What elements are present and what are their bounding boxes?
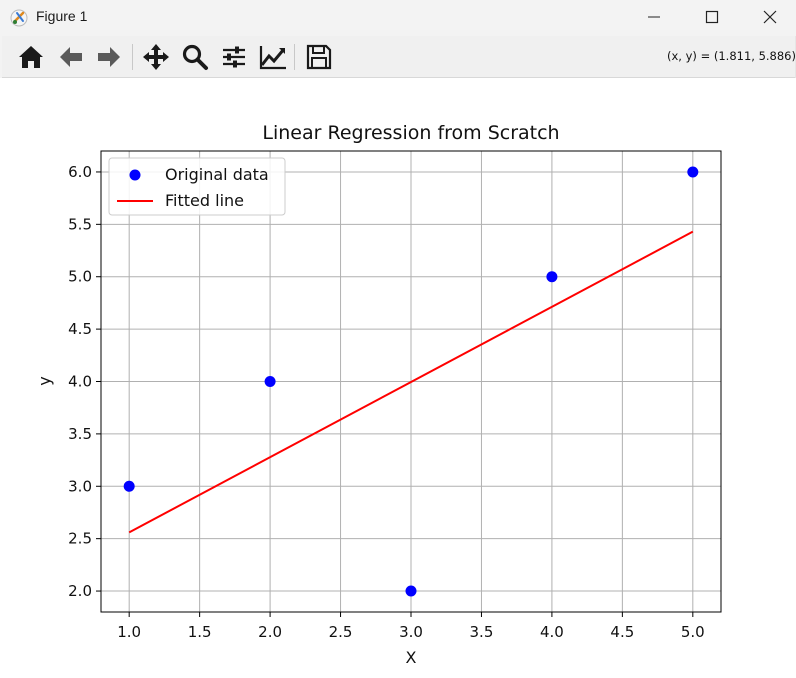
save-button[interactable] <box>302 42 336 72</box>
x-tick-label: 3.5 <box>470 623 494 641</box>
subplots-button[interactable] <box>217 42 251 72</box>
back-arrow-icon <box>60 47 82 67</box>
zoom-icon <box>182 44 208 70</box>
home-icon <box>19 46 43 68</box>
forward-arrow-icon <box>98 47 120 67</box>
toolbar-separator <box>132 44 133 70</box>
chart-title: Linear Regression from Scratch <box>262 122 559 144</box>
legend: Original data Fitted line <box>108 157 286 216</box>
y-tick-label: 3.0 <box>68 477 92 495</box>
edit-axis-icon <box>259 46 286 70</box>
title-bar: Figure 1 <box>0 0 796 36</box>
zoom-button[interactable] <box>178 42 212 72</box>
axis-ticks: 1.0 1.5 2.0 2.5 3.0 3.5 4.0 4.5 5.0 2.0 2.5 3.0 3.5 4… <box>68 163 705 641</box>
y-tick-label: 2.5 <box>68 530 92 548</box>
y-tick-label: 4.5 <box>68 320 92 338</box>
y-tick-label: 5.0 <box>68 268 92 286</box>
maximize-button[interactable] <box>683 0 741 34</box>
app-icon <box>10 9 28 27</box>
data-point <box>405 585 417 597</box>
y-tick-label: 4.0 <box>68 373 92 391</box>
save-icon <box>306 44 332 70</box>
axes-frame <box>100 150 722 613</box>
x-tick-label: 1.0 <box>117 623 141 641</box>
x-tick-label: 2.5 <box>329 623 353 641</box>
y-axis-label: y <box>35 376 54 385</box>
minimize-icon <box>648 16 660 18</box>
x-tick-label: 4.5 <box>610 623 634 641</box>
maximize-icon <box>705 10 719 24</box>
x-tick-label: 3.0 <box>399 623 423 641</box>
close-button[interactable] <box>741 0 796 34</box>
close-icon <box>763 10 777 24</box>
chart: Linear Regression from Scratch X y 1.0 1.… <box>35 122 722 667</box>
edit-axis-button[interactable] <box>256 42 290 72</box>
x-tick-label: 1.5 <box>188 623 212 641</box>
minimize-button[interactable] <box>625 0 683 34</box>
subplots-config-icon <box>223 46 245 68</box>
toolbar-separator <box>294 44 295 70</box>
navigation-toolbar: (x, y) = (1.811, 5.886) <box>0 36 796 78</box>
y-tick-label: 3.5 <box>68 425 92 443</box>
y-tick-label: 5.5 <box>68 215 92 233</box>
forward-button[interactable] <box>92 42 126 72</box>
back-button[interactable] <box>54 42 88 72</box>
figure-canvas[interactable]: Linear Regression from Scratch X y 1.0 1.… <box>0 78 796 678</box>
data-point <box>264 376 276 387</box>
home-button[interactable] <box>14 42 48 72</box>
y-tick-label: 2.0 <box>68 582 92 600</box>
y-tick-label: 6.0 <box>68 163 92 181</box>
x-tick-label: 2.0 <box>258 623 282 641</box>
data-marks <box>123 166 699 597</box>
legend-marker <box>129 169 141 181</box>
cursor-coordinates: (x, y) = (1.811, 5.886) <box>667 49 796 63</box>
x-axis-label: X <box>406 648 417 667</box>
legend-label: Original data <box>165 165 269 184</box>
legend-label: Fitted line <box>165 191 244 210</box>
pan-button[interactable] <box>139 42 173 72</box>
data-point <box>687 166 699 178</box>
fitted-line <box>128 230 694 534</box>
x-tick-label: 5.0 <box>681 623 705 641</box>
pan-icon <box>143 44 169 70</box>
grid-lines <box>101 151 721 612</box>
data-point <box>546 271 558 283</box>
data-point <box>123 480 135 492</box>
x-tick-label: 4.0 <box>540 623 564 641</box>
window-title: Figure 1 <box>36 8 88 24</box>
